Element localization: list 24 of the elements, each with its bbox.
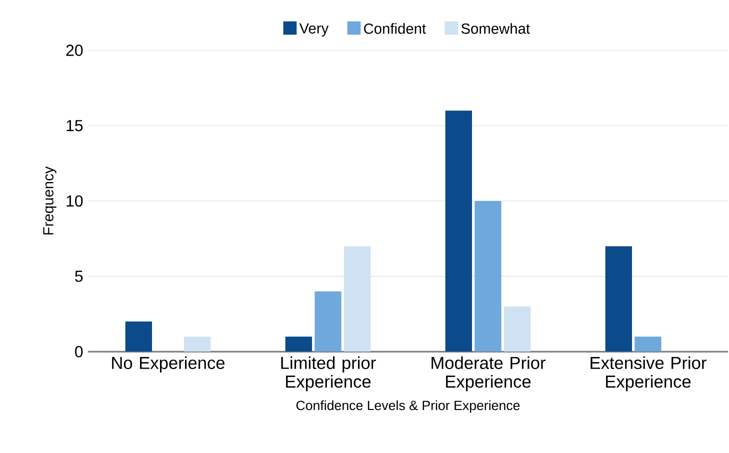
y-tick-label: 15 [66, 120, 83, 132]
legend-label: Confident [364, 23, 426, 34]
bar [125, 322, 152, 352]
x-axis-title: Confidence Levels & Prior Experience [296, 400, 520, 413]
x-tick-label: Moderate Prior Experience [432, 356, 546, 392]
bar [634, 336, 662, 352]
x-tick-label: Extensive Prior Experience [590, 356, 706, 392]
bar [504, 306, 531, 352]
legend-label: Somewhat [461, 23, 530, 34]
y-tick-label: 10 [66, 195, 83, 207]
y-tick-label: 20 [66, 44, 83, 56]
x-tick-label: Limited prior Experience [281, 356, 376, 392]
legend-label: Very [299, 23, 329, 36]
y-tick-label: 5 [75, 270, 83, 282]
bar [314, 291, 342, 352]
bar [474, 200, 502, 352]
x-tick-label: No Experience [112, 356, 225, 373]
y-axis-title: Frequency [43, 166, 56, 234]
bar [285, 336, 312, 352]
bar [445, 110, 472, 352]
y-tick-label: 0 [75, 346, 83, 358]
bar [605, 246, 632, 352]
bar [184, 336, 211, 352]
bar [344, 246, 371, 352]
